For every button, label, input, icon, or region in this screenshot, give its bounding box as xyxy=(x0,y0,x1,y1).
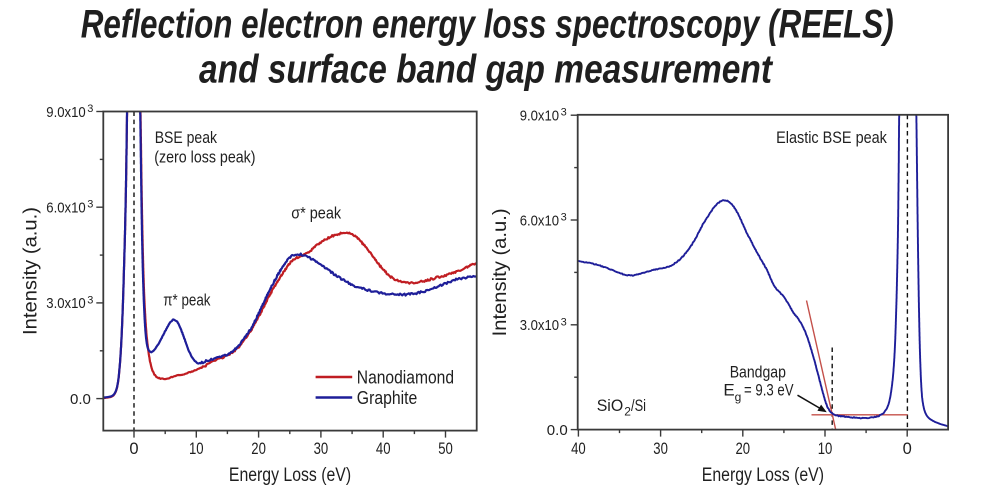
svg-text:Elastic BSE peak: Elastic BSE peak xyxy=(776,128,887,147)
svg-text:10: 10 xyxy=(818,440,833,458)
svg-text:9.0x10: 9.0x10 xyxy=(46,104,85,121)
svg-text:= 9.3 eV: = 9.3 eV xyxy=(744,381,794,400)
svg-text:3: 3 xyxy=(87,294,93,306)
svg-text:E: E xyxy=(723,381,734,400)
svg-text:9.0x10: 9.0x10 xyxy=(520,108,559,125)
svg-text:30: 30 xyxy=(653,440,668,458)
svg-text:20: 20 xyxy=(736,440,751,458)
svg-text:0: 0 xyxy=(903,440,912,458)
svg-text:6.0x10: 6.0x10 xyxy=(46,200,85,217)
svg-text:6.0x10: 6.0x10 xyxy=(520,212,559,229)
svg-text:40: 40 xyxy=(376,440,391,458)
svg-text:/Si: /Si xyxy=(631,396,646,415)
svg-text:3: 3 xyxy=(87,199,93,211)
svg-text:SiO: SiO xyxy=(597,396,624,415)
svg-text:Graphite: Graphite xyxy=(357,388,418,408)
svg-text:3: 3 xyxy=(561,107,567,119)
svg-text:(zero loss peak): (zero loss peak) xyxy=(154,147,255,166)
svg-text:Reflection electron energy los: Reflection electron energy loss spectros… xyxy=(81,3,894,47)
svg-text:σ* peak: σ* peak xyxy=(291,204,341,223)
svg-text:g: g xyxy=(735,390,742,404)
svg-text:3: 3 xyxy=(561,212,567,224)
svg-text:0: 0 xyxy=(129,440,138,458)
svg-text:Bandgap: Bandgap xyxy=(730,363,786,382)
svg-text:Energy Loss (eV): Energy Loss (eV) xyxy=(229,465,351,486)
svg-text:0.0: 0.0 xyxy=(70,391,91,408)
svg-text:3: 3 xyxy=(87,103,93,115)
svg-text:3.0x10: 3.0x10 xyxy=(46,295,85,312)
svg-text:Energy Loss (eV): Energy Loss (eV) xyxy=(702,465,824,486)
svg-text:10: 10 xyxy=(189,440,204,458)
svg-text:20: 20 xyxy=(251,440,266,458)
svg-text:3.0x10: 3.0x10 xyxy=(520,317,559,334)
svg-text:0.0: 0.0 xyxy=(547,422,568,439)
svg-text:30: 30 xyxy=(314,440,329,458)
svg-text:3: 3 xyxy=(561,316,567,328)
svg-text:Nanodiamond: Nanodiamond xyxy=(357,367,454,387)
svg-text:2: 2 xyxy=(624,405,631,419)
svg-text:50: 50 xyxy=(438,440,453,458)
svg-text:40: 40 xyxy=(571,440,586,458)
svg-text:Intensity (a.u.): Intensity (a.u.) xyxy=(490,208,511,336)
svg-text:Intensity (a.u.): Intensity (a.u.) xyxy=(21,207,42,335)
svg-text:and surface band gap measureme: and surface band gap measurement xyxy=(199,48,773,92)
svg-text:BSE peak: BSE peak xyxy=(155,128,218,147)
svg-text:π* peak: π* peak xyxy=(163,291,211,310)
